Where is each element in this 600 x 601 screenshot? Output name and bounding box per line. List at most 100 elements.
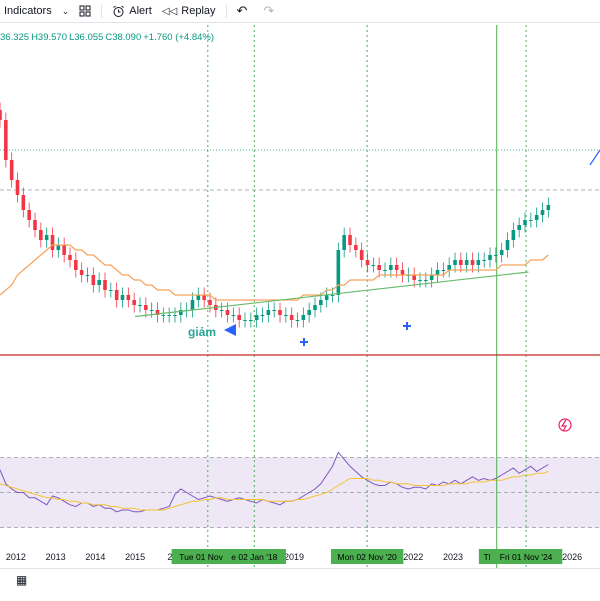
candle-body — [260, 315, 265, 316]
toolbar-separator — [225, 4, 227, 18]
undo-icon[interactable]: ↶ — [236, 3, 248, 18]
candle-body — [365, 260, 370, 265]
candle-body — [219, 310, 224, 311]
candle-body — [243, 320, 247, 321]
x-tick-label: 2014 — [85, 552, 105, 562]
candle-body — [225, 310, 230, 315]
candle-body — [109, 290, 113, 291]
cursor-label: Mon 02 Nov '20 — [338, 552, 398, 562]
candle-body — [149, 310, 154, 311]
candle-body — [9, 160, 14, 180]
candle-body — [400, 270, 405, 275]
candle-body — [330, 295, 335, 296]
rsi-line — [0, 451, 549, 513]
top-toolbar: Indicators ⌄ Alert ◁◁ Replay ↶ ↷ — [0, 0, 600, 23]
cursor-label-bg — [489, 549, 563, 564]
candle-body — [313, 305, 317, 310]
candle-body — [202, 295, 206, 300]
ohlc-change: +1.760 (+4.84%) — [143, 31, 215, 43]
candle-body — [383, 270, 387, 271]
candle-body — [429, 275, 434, 280]
candle-body — [435, 270, 440, 275]
candle-body — [418, 280, 422, 281]
arrow-drawing — [589, 149, 600, 166]
candle-body — [499, 250, 504, 255]
chevron-down-icon[interactable]: ⌄ — [61, 5, 70, 16]
x-tick-label: 2022 — [403, 552, 423, 562]
alert-button[interactable]: Alert — [112, 5, 152, 18]
candle-body — [459, 260, 463, 265]
x-tick-label: 2023 — [443, 552, 463, 562]
candle-body — [254, 315, 259, 320]
candle-body — [237, 315, 241, 320]
cursor-label: Tue 01 Nov '16 — [179, 552, 236, 562]
price-chart[interactable]: 2012201320142015201201920202220232026Tue… — [0, 0, 600, 568]
candle-body — [377, 265, 381, 270]
candle-body — [424, 280, 428, 281]
candle-body — [196, 295, 201, 300]
replay-rewind-icon: ◁◁ — [161, 5, 178, 17]
candle-body — [132, 300, 136, 305]
candle-body — [272, 310, 276, 311]
candle-body — [167, 315, 171, 316]
candle-body — [144, 305, 148, 310]
candle-body — [249, 320, 253, 321]
candle-body — [179, 310, 183, 315]
rsi-band — [0, 457, 600, 528]
x-tick-label: 2019 — [284, 552, 304, 562]
candle-body — [447, 265, 451, 270]
candle-body — [324, 295, 329, 300]
candle-body — [56, 245, 61, 250]
candle-body — [208, 300, 212, 305]
indicators-button[interactable]: Indicators — [4, 5, 52, 17]
candle-body — [79, 270, 84, 275]
candle-body — [295, 320, 300, 321]
candle-body — [359, 250, 364, 260]
alert-label: Alert — [129, 5, 152, 17]
candle-body — [354, 245, 358, 250]
candle-body — [470, 260, 475, 265]
alarm-clock-icon — [112, 5, 125, 18]
cross-marker — [300, 338, 308, 346]
rsi-pane — [0, 451, 600, 528]
candle-body — [85, 275, 90, 276]
candle-body — [371, 265, 376, 266]
candle-body — [389, 265, 393, 270]
candle-body — [453, 260, 457, 265]
cursor-lines — [0, 25, 600, 568]
candle-body — [39, 230, 43, 240]
candle-body — [68, 255, 72, 260]
lightning-icon — [558, 418, 572, 432]
x-tick-label: 2026 — [562, 552, 582, 562]
ohlc-open: 36.325 — [0, 31, 30, 43]
candle-body — [74, 260, 78, 270]
annotation-label: giảm — [188, 325, 216, 339]
candle-body — [534, 215, 539, 220]
redo-icon[interactable]: ↷ — [263, 3, 275, 18]
ohlc-legend: 36.325 H39.570 L36.055 C38.090 +1.760 (+… — [0, 29, 214, 45]
replay-button[interactable]: ◁◁ Replay — [162, 5, 216, 17]
candle-body — [114, 290, 119, 300]
candle-body — [488, 255, 492, 260]
cross-marker — [403, 322, 411, 330]
candle-body — [464, 260, 469, 265]
candle-body — [97, 280, 101, 285]
candle-body — [190, 300, 195, 310]
templates-grid-icon[interactable] — [79, 5, 91, 17]
candle-body — [50, 235, 55, 250]
x-tick-label: 2012 — [6, 552, 26, 562]
candle-body — [91, 275, 96, 285]
time-axis: 2012201320142015201201920202220232026Tue… — [6, 549, 582, 564]
toolbar-separator — [101, 4, 103, 18]
candle-body — [342, 235, 346, 250]
candle-body — [523, 220, 527, 225]
ohlc-close: C38.090 — [105, 31, 142, 43]
drawing-marks: giảm — [188, 149, 600, 432]
triangle-marker — [224, 324, 236, 336]
layout-panel-icon[interactable]: ▦ — [16, 573, 28, 587]
replay-label: Replay — [181, 5, 216, 17]
candle-body — [476, 260, 481, 265]
ohlc-high: H39.570 — [31, 31, 67, 43]
candle-body — [266, 310, 271, 315]
candle-body — [161, 315, 166, 316]
